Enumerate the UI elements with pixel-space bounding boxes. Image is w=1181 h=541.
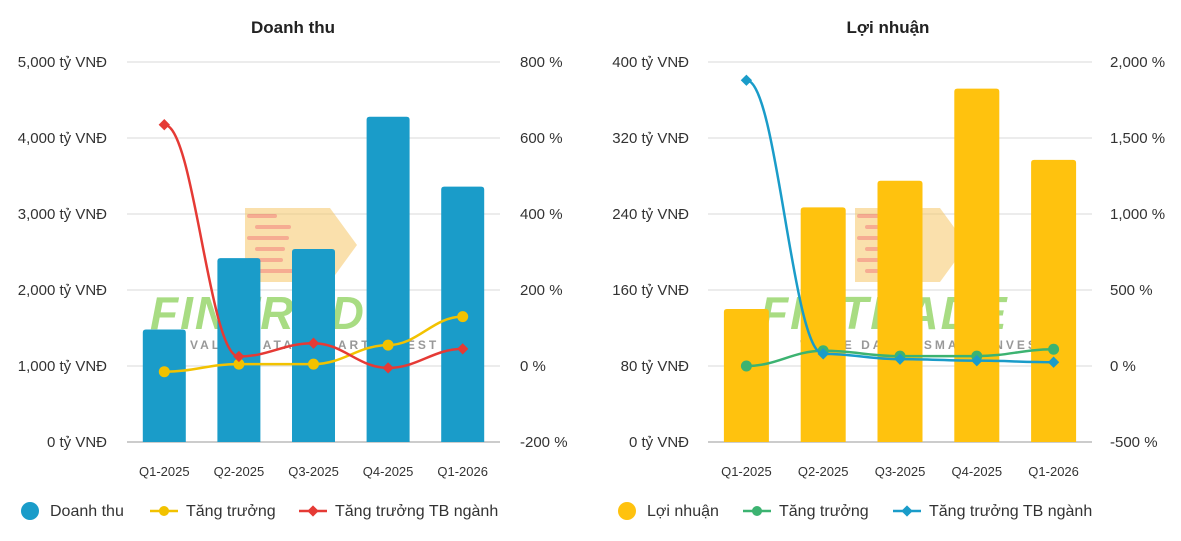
- x-axis-tick-label: Q4-2025: [363, 464, 414, 479]
- x-axis-tick-label: Q3-2025: [288, 464, 339, 479]
- watermark-stripe: [247, 236, 289, 240]
- series-point: [233, 358, 245, 370]
- chart-title: Doanh thu: [251, 18, 335, 37]
- series-point: [382, 362, 394, 374]
- series-point: [817, 348, 829, 360]
- series-point: [740, 74, 753, 86]
- series-point: [1048, 343, 1060, 355]
- right-axis-tick-label: 600 %: [520, 130, 563, 147]
- legend-marker: [752, 506, 762, 516]
- chart-title: Lợi nhuận: [847, 18, 930, 37]
- left-axis-tick-label: 80 tỷ VNĐ: [621, 358, 690, 375]
- right-axis-tick-label: 500 %: [1110, 282, 1153, 299]
- legend-marker: [901, 505, 913, 517]
- right-axis-tick-label: 800 %: [520, 54, 563, 71]
- bar-Q1-2026: [1031, 159, 1077, 442]
- series-point: [308, 358, 319, 370]
- legend: Doanh thu Tăng trưởng Tăng trưởng TB ngành: [21, 502, 498, 520]
- legend-label: Tăng trưởng TB ngành: [335, 503, 498, 520]
- left-axis-tick-label: 1,000 tỷ VNĐ: [18, 358, 107, 375]
- chart-1: Lợi nhuận 0 tỷ VNĐ -500 % 80 tỷ VNĐ 0 % 160 t…: [612, 18, 1165, 520]
- right-axis-tick-label: -500 %: [1110, 434, 1158, 451]
- left-axis-tick-label: 2,000 tỷ VNĐ: [18, 282, 107, 299]
- right-axis-tick-label: 400 %: [520, 206, 563, 223]
- left-axis-tick-label: 240 tỷ VNĐ: [612, 206, 689, 223]
- series-point: [971, 355, 983, 367]
- series-point: [894, 353, 906, 365]
- left-axis-tick-label: 160 tỷ VNĐ: [612, 282, 689, 299]
- series-point: [382, 339, 394, 351]
- watermark-stripe: [255, 225, 291, 229]
- x-axis-tick-label: Q1-2025: [139, 464, 190, 479]
- series-point: [158, 119, 170, 131]
- left-axis-tick-label: 3,000 tỷ VNĐ: [18, 206, 107, 223]
- bar-Q2-2025: [800, 207, 846, 442]
- series-point: [457, 343, 469, 355]
- right-axis-tick-label: 1,500 %: [1110, 130, 1165, 147]
- series-point: [233, 350, 245, 363]
- series-point: [1047, 356, 1060, 368]
- legend-label: Tăng trưởng: [186, 503, 276, 520]
- watermark-stripe: [247, 214, 277, 218]
- series-point: [457, 311, 469, 323]
- series-line-1: [163, 123, 463, 370]
- bar-Q1-2025: [723, 309, 769, 442]
- left-axis-tick-label: 4,000 tỷ VNĐ: [18, 130, 107, 147]
- series-point: [307, 337, 320, 349]
- legend: Lợi nhuận Tăng trưởng Tăng trưởng TB ngành: [618, 502, 1092, 520]
- x-axis-tick-label: Q1-2025: [721, 464, 772, 479]
- right-axis-tick-label: 0 %: [1110, 358, 1136, 375]
- right-axis-tick-label: 200 %: [520, 282, 563, 299]
- watermark-brand: FINTRADE: [150, 287, 399, 339]
- right-axis-tick-label: -200 %: [520, 434, 568, 451]
- series-line-1: [745, 78, 1054, 364]
- left-axis-tick-label: 5,000 tỷ VNĐ: [18, 54, 107, 71]
- chart-0: Doanh thu 0 tỷ VNĐ -200 % 1,000 tỷ VNĐ 0 % 2,…: [18, 18, 568, 520]
- x-axis-tick-label: Q3-2025: [875, 464, 926, 479]
- series-point: [740, 360, 752, 372]
- bar-Q4-2025: [954, 88, 1000, 442]
- x-axis-tick-label: Q1-2026: [437, 464, 488, 479]
- bar-Q1-2025: [142, 329, 186, 442]
- x-axis-tick-label: Q2-2025: [798, 464, 849, 479]
- left-axis-tick-label: 320 tỷ VNĐ: [612, 130, 689, 147]
- right-axis-tick-label: 0 %: [520, 358, 546, 375]
- legend-label: Tăng trưởng: [779, 503, 869, 520]
- bar-Q4-2025: [366, 116, 410, 442]
- bar-Q3-2025: [877, 180, 923, 442]
- left-axis-tick-label: 0 tỷ VNĐ: [47, 434, 107, 451]
- watermark-stripe: [255, 269, 297, 273]
- legend-bar-swatch: [21, 502, 39, 520]
- right-axis-tick-label: 2,000 %: [1110, 54, 1165, 71]
- legend-marker: [159, 506, 169, 516]
- legend-marker: [307, 505, 319, 517]
- legend-bar-swatch: [618, 502, 636, 520]
- x-axis-tick-label: Q2-2025: [214, 464, 265, 479]
- left-axis-tick-label: 400 tỷ VNĐ: [612, 54, 689, 71]
- legend-label: Tăng trưởng TB ngành: [929, 503, 1092, 520]
- watermark-stripe: [255, 247, 285, 251]
- right-axis-tick-label: 1,000 %: [1110, 206, 1165, 223]
- left-axis-tick-label: 0 tỷ VNĐ: [629, 434, 689, 451]
- series-point: [158, 366, 170, 378]
- x-axis-tick-label: Q4-2025: [952, 464, 1003, 479]
- legend-label: Doanh thu: [50, 503, 124, 520]
- legend-label: Lợi nhuận: [647, 503, 719, 520]
- x-axis-tick-label: Q1-2026: [1028, 464, 1079, 479]
- bar-Q2-2025: [217, 258, 261, 442]
